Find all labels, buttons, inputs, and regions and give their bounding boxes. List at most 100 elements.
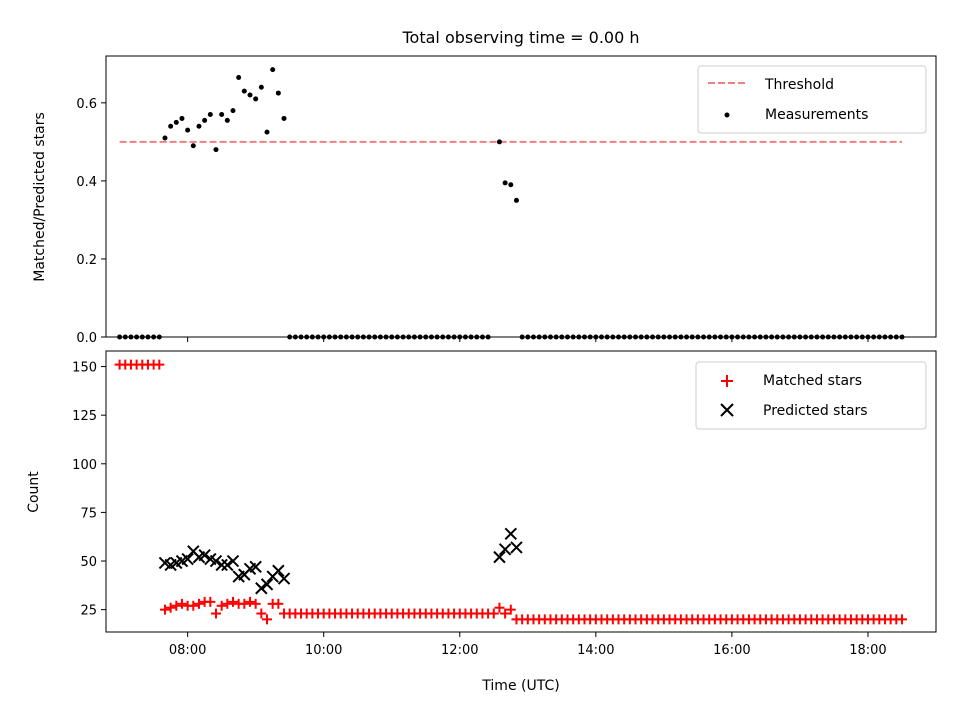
measurement-point — [224, 117, 230, 123]
matched-star-point — [165, 602, 176, 613]
measurement-point — [253, 96, 259, 102]
matched-star-point — [176, 598, 187, 609]
predicted-star-point — [209, 554, 223, 568]
measurement-point — [196, 123, 202, 129]
measurement-point — [258, 84, 264, 90]
matched-star-point — [273, 598, 284, 609]
count-panel: 25 50 75 100 125 150 08:00 10:00 12:00 14:00 16:0… — [26, 350, 937, 694]
predicted-star-point — [510, 541, 523, 554]
matched-star-point — [245, 596, 256, 607]
measurement-point — [219, 112, 225, 118]
matched-star-point — [500, 608, 511, 619]
measurement-point — [264, 129, 270, 135]
measurement-point — [162, 135, 168, 141]
predicted-star-point — [272, 564, 285, 577]
measurement-point — [502, 180, 508, 186]
ratio-panel: Total observing time = 0.00 h 0.00.20.40… — [32, 28, 937, 346]
top-y-tick-label: 0.2 — [76, 253, 97, 268]
predicted-star-point — [198, 548, 211, 562]
top-plot-frame — [105, 55, 937, 338]
predicted-star-point — [498, 543, 512, 556]
measurement-point — [207, 112, 213, 118]
predicted-star-point — [504, 527, 518, 541]
measurement-point — [247, 92, 253, 98]
matched-star-point — [505, 604, 516, 615]
top-x-ticks — [187, 337, 869, 342]
measurement-point — [241, 88, 247, 94]
matched-star-point — [171, 600, 182, 611]
measurement-point — [281, 115, 287, 121]
measurement-point — [185, 127, 191, 133]
measurement-point — [230, 108, 236, 114]
matched-star-point — [494, 602, 505, 613]
bottom-x-tick-label: 08:00 — [169, 643, 206, 658]
legend-matched-swatch — [721, 375, 733, 387]
matched-star-point — [222, 598, 233, 609]
matched-star-point — [154, 359, 165, 370]
matched-star-point — [488, 608, 499, 619]
legend-threshold-label: Threshold — [764, 77, 834, 93]
bottom-x-tick-label: 12:00 — [441, 643, 478, 658]
measurement-point — [270, 67, 276, 73]
top-y-tick-label: 0.4 — [76, 175, 97, 190]
predicted-star-point — [493, 550, 506, 564]
matched-star-point — [256, 608, 267, 619]
bottom-y-tick-label: 50 — [80, 555, 97, 570]
predicted-star-point — [221, 558, 234, 572]
measurement-point — [179, 115, 185, 121]
top-legend: Threshold Measurements — [697, 65, 927, 134]
bottom-x-tick-label: 16:00 — [713, 643, 750, 658]
legend-predicted-swatch — [720, 403, 734, 417]
predicted-star-point — [215, 558, 228, 572]
measurement-point — [168, 123, 174, 129]
legend-measurements-swatch — [724, 112, 730, 118]
matched-star-point — [159, 604, 170, 615]
measurement-point — [275, 90, 281, 96]
measurement-point — [508, 182, 514, 188]
predicted-star-point — [260, 578, 274, 591]
bottom-y-tick-label: 100 — [72, 458, 97, 473]
matched-star-point — [896, 614, 907, 625]
top-y-axis: 0.0 0.2 0.4 0.6 — [76, 97, 106, 346]
chart-title: Total observing time = 0.00 h — [401, 28, 639, 47]
top-y-tick-label: 0.6 — [76, 97, 97, 112]
legend-matched-label: Matched stars — [763, 373, 862, 389]
matched-star-point — [216, 600, 227, 611]
bottom-plot-frame — [105, 350, 937, 633]
matched-star-point — [227, 596, 238, 607]
matched-star-point — [188, 600, 199, 611]
predicted-star-point — [249, 560, 262, 574]
measurement-point — [202, 117, 208, 123]
predicted-star-point — [277, 572, 291, 585]
bottom-y-tick-label: 75 — [80, 506, 97, 521]
bottom-x-axis: 08:00 10:00 12:00 14:00 16:00 18:00 — [169, 632, 887, 658]
predicted-star-point — [226, 554, 240, 568]
measurement-point — [213, 147, 219, 153]
bottom-x-tick-label: 14:00 — [577, 643, 614, 658]
measurement-point — [236, 74, 242, 80]
bottom-y-axis: 25 50 75 100 125 150 — [72, 361, 106, 619]
bottom-legend: Matched stars Predicted stars — [695, 361, 927, 430]
measurement-point — [496, 139, 502, 145]
bottom-y-tick-label: 150 — [72, 361, 97, 376]
bottom-x-tick-label: 18:00 — [849, 643, 886, 658]
matched-star-point — [210, 608, 221, 619]
legend-predicted-label: Predicted stars — [763, 403, 868, 419]
count-series-layer — [114, 359, 907, 625]
legend-measurements-label: Measurements — [765, 107, 868, 123]
predicted-star-point — [181, 552, 194, 566]
measurement-point — [190, 143, 196, 149]
matched-star-point — [250, 598, 261, 609]
matched-star-point — [262, 614, 273, 625]
matched-star-point — [193, 598, 204, 609]
measurement-point — [173, 119, 179, 125]
measurement-point — [513, 197, 519, 203]
bottom-y-tick-label: 25 — [80, 604, 97, 619]
bottom-x-tick-label: 10:00 — [305, 643, 342, 658]
x-axis-label: Time (UTC) — [481, 678, 559, 694]
bottom-legend-box — [695, 361, 927, 430]
top-y-axis-label: Matched/Predicted stars — [32, 112, 48, 282]
matched-star-point — [239, 598, 250, 609]
predicted-star-point — [255, 582, 268, 595]
